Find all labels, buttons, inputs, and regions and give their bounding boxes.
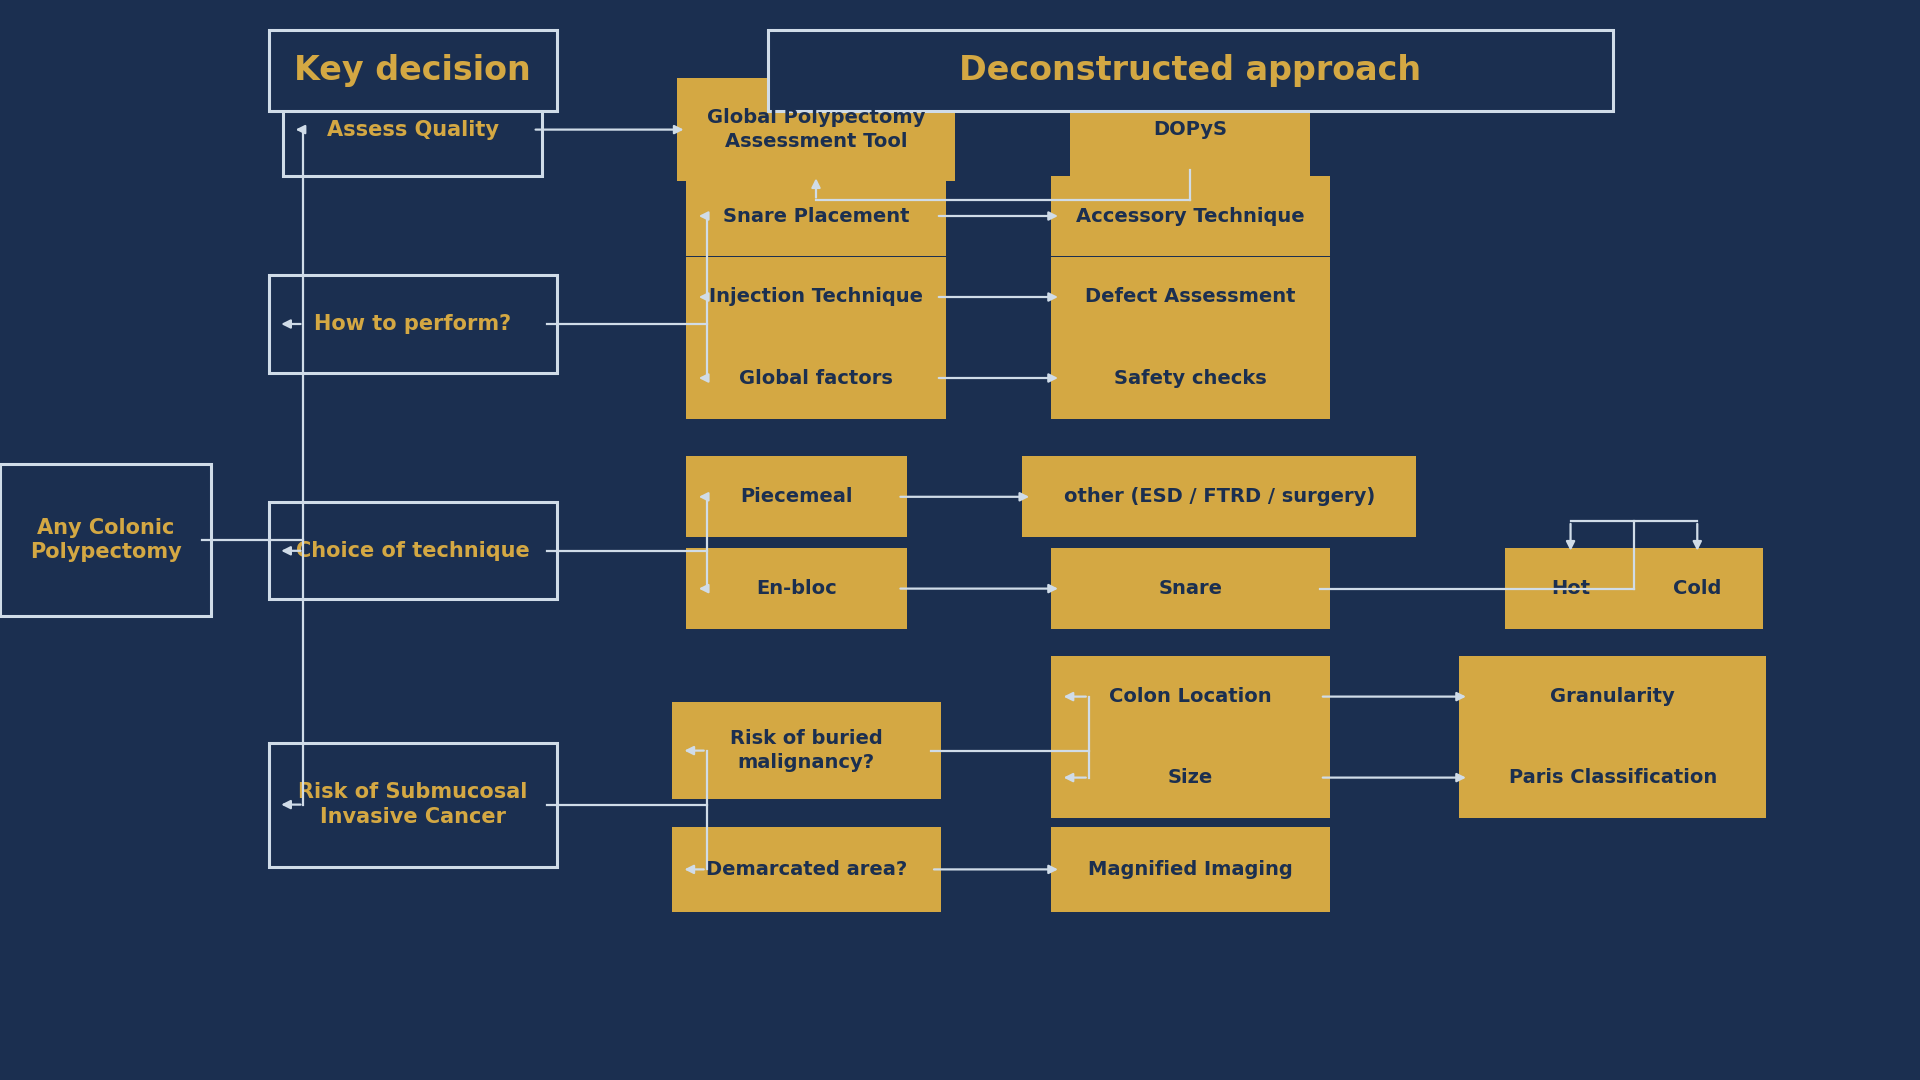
FancyBboxPatch shape <box>1459 737 1766 819</box>
Text: Accessory Technique: Accessory Technique <box>1075 206 1306 226</box>
FancyBboxPatch shape <box>269 743 557 866</box>
FancyBboxPatch shape <box>1052 175 1329 256</box>
FancyBboxPatch shape <box>1632 549 1763 629</box>
FancyBboxPatch shape <box>672 827 941 912</box>
FancyBboxPatch shape <box>687 175 945 256</box>
FancyBboxPatch shape <box>269 275 557 373</box>
FancyBboxPatch shape <box>284 84 541 175</box>
FancyBboxPatch shape <box>1052 256 1329 337</box>
FancyBboxPatch shape <box>269 502 557 599</box>
FancyBboxPatch shape <box>676 78 956 180</box>
FancyBboxPatch shape <box>687 256 945 337</box>
Text: Demarcated area?: Demarcated area? <box>707 860 906 879</box>
FancyBboxPatch shape <box>1052 656 1329 737</box>
FancyBboxPatch shape <box>1021 456 1417 537</box>
Text: Snare: Snare <box>1158 579 1223 598</box>
FancyBboxPatch shape <box>687 549 906 629</box>
Text: Any Colonic
Polypectomy: Any Colonic Polypectomy <box>29 517 182 563</box>
FancyBboxPatch shape <box>1052 827 1329 912</box>
Text: Size: Size <box>1167 768 1213 787</box>
FancyBboxPatch shape <box>672 702 941 799</box>
FancyBboxPatch shape <box>1071 84 1309 175</box>
Text: En-bloc: En-bloc <box>756 579 837 598</box>
FancyBboxPatch shape <box>269 29 557 110</box>
Text: Magnified Imaging: Magnified Imaging <box>1089 860 1292 879</box>
FancyBboxPatch shape <box>768 29 1613 110</box>
Text: other (ESD / FTRD / surgery): other (ESD / FTRD / surgery) <box>1064 487 1375 507</box>
Text: How to perform?: How to perform? <box>315 314 511 334</box>
FancyBboxPatch shape <box>0 464 211 616</box>
FancyBboxPatch shape <box>1052 737 1329 819</box>
Text: Choice of technique: Choice of technique <box>296 541 530 561</box>
Text: Risk of Submucosal
Invasive Cancer: Risk of Submucosal Invasive Cancer <box>298 782 528 827</box>
Text: Global factors: Global factors <box>739 368 893 388</box>
FancyBboxPatch shape <box>1052 549 1329 629</box>
Text: Injection Technique: Injection Technique <box>708 287 924 307</box>
Text: Snare Placement: Snare Placement <box>722 206 910 226</box>
FancyBboxPatch shape <box>687 337 945 418</box>
Text: Hot: Hot <box>1551 579 1590 598</box>
Text: Paris Classification: Paris Classification <box>1509 768 1716 787</box>
FancyBboxPatch shape <box>1459 656 1766 737</box>
Text: Deconstructed approach: Deconstructed approach <box>960 54 1421 86</box>
FancyBboxPatch shape <box>1052 337 1329 418</box>
FancyBboxPatch shape <box>687 456 906 537</box>
Text: Safety checks: Safety checks <box>1114 368 1267 388</box>
Text: Key decision: Key decision <box>294 54 532 86</box>
Text: DOPyS: DOPyS <box>1154 120 1227 139</box>
Text: Granularity: Granularity <box>1551 687 1674 706</box>
Text: Colon Location: Colon Location <box>1110 687 1271 706</box>
FancyBboxPatch shape <box>1505 549 1636 629</box>
Text: Risk of buried
malignancy?: Risk of buried malignancy? <box>730 729 883 772</box>
Text: Piecemeal: Piecemeal <box>741 487 852 507</box>
Text: Defect Assessment: Defect Assessment <box>1085 287 1296 307</box>
Text: Global Polypectomy
Assessment Tool: Global Polypectomy Assessment Tool <box>707 108 925 151</box>
Text: Cold: Cold <box>1672 579 1722 598</box>
Text: Assess Quality: Assess Quality <box>326 120 499 139</box>
